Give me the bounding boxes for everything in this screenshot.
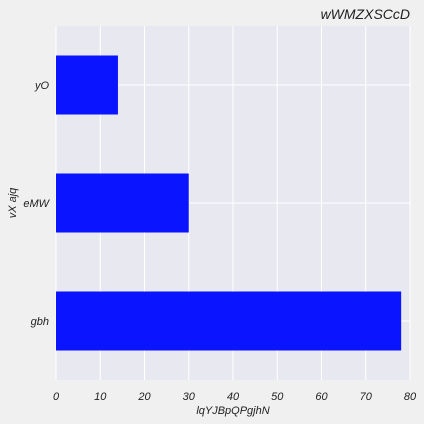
y-tick-label: eMW bbox=[23, 198, 50, 210]
x-tick-label: 80 bbox=[404, 391, 417, 403]
bar-yO bbox=[56, 55, 118, 115]
x-tick-label: 50 bbox=[271, 391, 284, 403]
y-axis-label: vX ajq bbox=[7, 187, 19, 218]
x-axis-label: lqYJBpQPgjhN bbox=[196, 405, 269, 417]
x-axis-ticks: 0 10 20 30 40 50 60 70 80 bbox=[53, 391, 417, 403]
bar-gbh bbox=[56, 291, 402, 351]
x-tick-label: 40 bbox=[227, 391, 240, 403]
y-tick-label: gbh bbox=[31, 316, 49, 328]
chart-title: wWMZXSCcD bbox=[321, 6, 410, 22]
x-tick-label: 20 bbox=[137, 391, 151, 403]
x-tick-label: 60 bbox=[315, 391, 328, 403]
x-tick-label: 10 bbox=[94, 391, 107, 403]
y-tick-label: yO bbox=[34, 80, 50, 92]
bars bbox=[56, 55, 402, 351]
y-axis-ticks: gbh eMW yO bbox=[23, 80, 50, 328]
x-tick-label: 30 bbox=[183, 391, 196, 403]
x-tick-label: 70 bbox=[360, 391, 373, 403]
bar-eMW bbox=[56, 173, 189, 233]
x-tick-label: 0 bbox=[53, 391, 60, 403]
